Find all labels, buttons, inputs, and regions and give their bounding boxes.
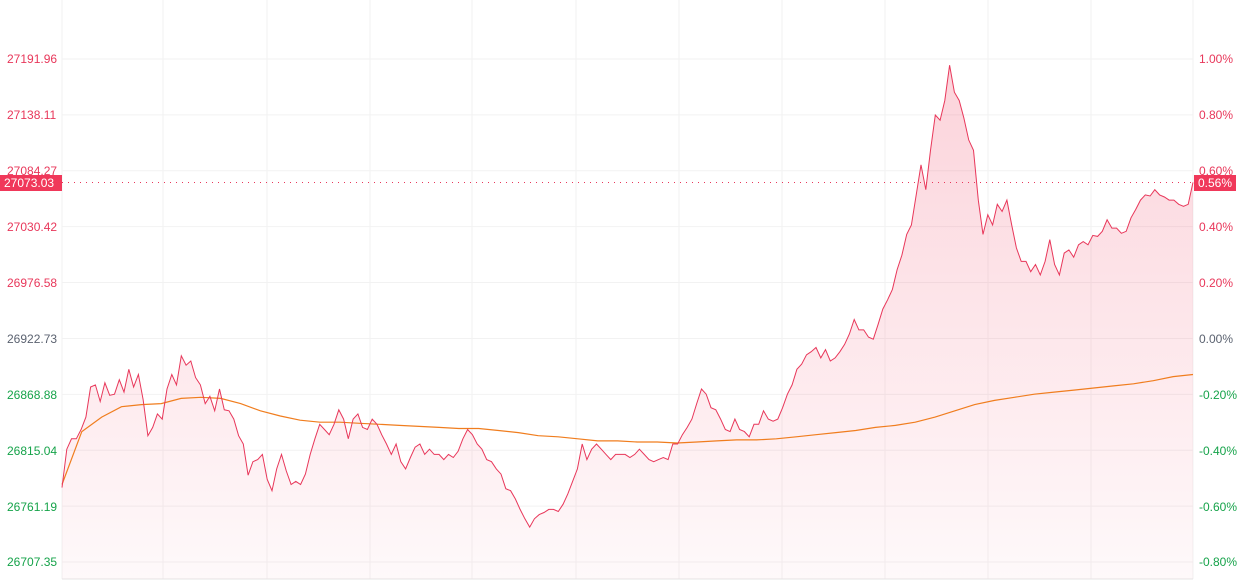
right-tick-label: -0.80% xyxy=(1199,555,1238,569)
right-tick-label: 0.00% xyxy=(1199,332,1234,346)
left-tick-label: 27191.96 xyxy=(7,52,58,66)
price-area-fill xyxy=(62,65,1193,579)
left-tick-label: 26922.73 xyxy=(7,332,58,346)
right-tick-label: -0.60% xyxy=(1199,500,1238,514)
left-tick-label: 26976.58 xyxy=(7,276,58,290)
right-tick-label: 0.60% xyxy=(1199,164,1234,178)
right-tick-label: 0.20% xyxy=(1199,276,1234,290)
left-tick-label: 27030.42 xyxy=(7,220,58,234)
left-tick-label: 27138.11 xyxy=(7,108,57,122)
right-tick-label: 0.40% xyxy=(1199,220,1234,234)
left-tick-label: 26761.19 xyxy=(7,500,58,514)
left-tick-label: 26815.04 xyxy=(7,444,58,458)
left-tick-label: 26868.88 xyxy=(7,388,58,402)
right-tick-label: 0.80% xyxy=(1199,108,1234,122)
left-tick-label: 26707.35 xyxy=(7,555,58,569)
last-price-badge: 27073.03 xyxy=(0,175,62,191)
right-tick-label: 1.00% xyxy=(1199,52,1234,66)
average-line xyxy=(61,373,1194,485)
left-tick-label: 27084.27 xyxy=(7,164,58,178)
right-tick-label: -0.40% xyxy=(1199,444,1238,458)
right-tick-label: -0.20% xyxy=(1199,388,1238,402)
last-change-badge: 0.56% xyxy=(1194,175,1237,191)
price-line xyxy=(61,65,1194,529)
